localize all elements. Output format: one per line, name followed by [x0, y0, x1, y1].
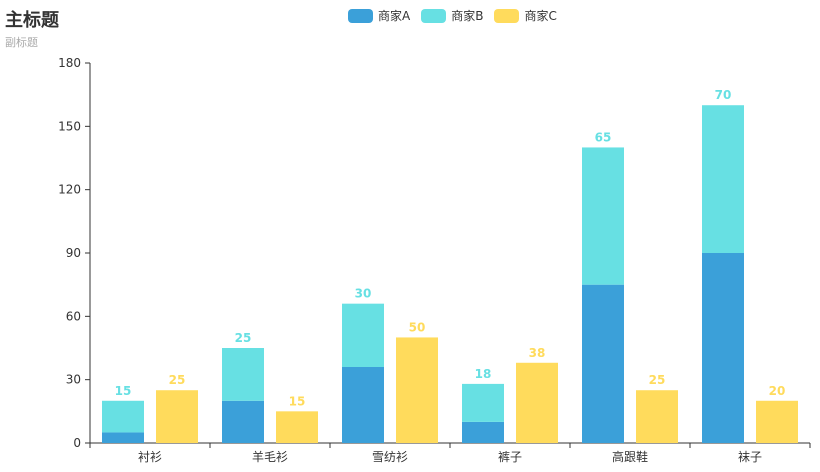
data-label: 65 [595, 130, 612, 144]
bar-stack1-series-1 [702, 105, 744, 253]
x-tick-label: 高跟鞋 [612, 449, 648, 464]
data-label: 30 [355, 287, 372, 301]
data-label: 25 [169, 373, 186, 387]
bar-stack1-series-0 [582, 284, 624, 443]
bar-stack1-series-1 [342, 303, 384, 367]
legend-label-series-a: 商家A [378, 9, 411, 23]
bar-stack1-series-1 [462, 383, 504, 422]
data-label: 15 [289, 394, 306, 408]
y-tick-label: 120 [58, 183, 81, 197]
bar-stack1-series-0 [102, 432, 144, 443]
data-label: 70 [715, 88, 732, 102]
y-tick-label: 90 [66, 246, 81, 260]
y-tick-label: 30 [66, 373, 81, 387]
legend-item-series-c[interactable]: 商家C [494, 7, 557, 24]
data-label: 50 [409, 320, 426, 334]
y-tick-label: 180 [58, 56, 81, 70]
x-tick-label: 羊毛衫 [252, 449, 288, 464]
legend-swatch-series-c [494, 8, 520, 23]
bar-stack2-series-2 [396, 337, 438, 443]
y-tick-label: 60 [66, 309, 81, 323]
data-label: 25 [649, 373, 666, 387]
data-label: 20 [769, 384, 786, 398]
x-tick-label: 裤子 [498, 450, 522, 464]
bar-stack2-series-2 [276, 411, 318, 443]
y-tick-label: 150 [58, 119, 81, 133]
bar-stack2-series-2 [756, 400, 798, 443]
bar-stack1-series-0 [702, 253, 744, 443]
chart-title: 主标题 [5, 10, 59, 31]
bar-stack1-series-0 [462, 421, 504, 443]
legend-item-series-a[interactable]: 商家A [348, 7, 410, 24]
legend-label-series-b: 商家B [451, 9, 484, 23]
x-tick-label: 袜子 [738, 450, 762, 464]
bar-stack2-series-2 [636, 390, 678, 443]
x-tick-label: 衬衫 [138, 450, 162, 464]
bar-stack2-series-2 [156, 390, 198, 443]
chart-subtitle: 副标题 [5, 36, 38, 49]
legend: 商家A 商家B 商家C [348, 7, 557, 24]
bar-stack1-series-1 [582, 147, 624, 285]
data-label: 18 [475, 367, 492, 381]
data-label: 38 [529, 346, 546, 360]
legend-swatch-series-a [348, 8, 373, 23]
data-label: 15 [115, 384, 132, 398]
bar-stack2-series-2 [516, 362, 558, 443]
y-tick-label: 0 [73, 436, 81, 450]
bar-stack1-series-1 [222, 348, 264, 401]
bar-stack1-series-0 [222, 400, 264, 443]
legend-label-series-c: 商家C [524, 9, 557, 23]
legend-item-series-b[interactable]: 商家B [421, 7, 483, 24]
bar-stack1-series-1 [102, 400, 144, 433]
legend-swatch-series-b [421, 8, 447, 23]
data-label: 25 [235, 331, 252, 345]
bar-stack1-series-0 [342, 367, 384, 443]
x-tick-label: 雪纺衫 [372, 450, 408, 464]
